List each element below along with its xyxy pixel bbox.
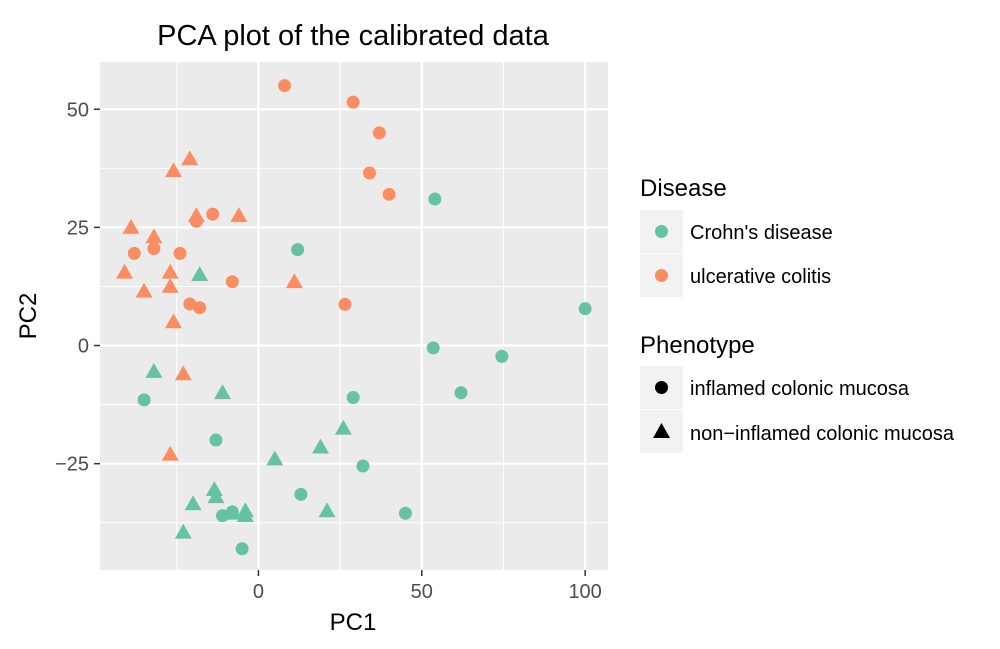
legend-swatch-crohns-disease [655, 225, 668, 238]
data-point-triangle [161, 263, 179, 279]
data-point-circle [346, 391, 360, 405]
data-point-triangle [181, 150, 199, 166]
data-point-circle [426, 341, 440, 355]
data-point-triangle [285, 273, 303, 289]
y-tick-label: 0 [78, 336, 89, 358]
y-tick-label: 25 [67, 217, 89, 239]
data-point-circle [147, 242, 161, 256]
major-gridlines [100, 62, 608, 570]
data-point-triangle [187, 207, 205, 222]
data-point-triangle [174, 365, 192, 381]
data-point-circle [346, 95, 360, 109]
data-point-triangle [334, 419, 352, 435]
data-point-triangle [116, 263, 134, 279]
data-point-circle [495, 349, 509, 363]
data-point-circle [428, 192, 442, 206]
data-point-triangle [161, 277, 179, 293]
legend-title-disease: Disease [640, 175, 727, 202]
plot-panel [100, 62, 608, 570]
legend-item-ulcerative-colitis: ulcerative colitis [640, 254, 831, 297]
legend-label-ulcerative-colitis: ulcerative colitis [690, 266, 831, 288]
data-point-triangle [236, 507, 254, 523]
data-point-circle [363, 166, 377, 180]
data-point-circle [137, 393, 151, 407]
data-point-triangle [214, 384, 232, 400]
data-point-circle [338, 297, 352, 311]
data-point-triangle [223, 504, 241, 520]
data-point-circle [206, 207, 220, 221]
legend-swatch-ulcerative-colitis [655, 269, 668, 282]
data-point-triangle [230, 207, 248, 222]
data-point-circle [398, 506, 412, 520]
x-tick-label: 0 [253, 581, 264, 603]
legend-item-inflamed: inflamed colonic mucosa [640, 366, 910, 409]
data-point-triangle [266, 450, 284, 466]
data-points [116, 79, 592, 556]
data-point-circle [291, 243, 305, 257]
data-point-triangle [318, 502, 336, 518]
x-axis-title: PC1 [330, 609, 377, 636]
chart-title: PCA plot of the calibrated data [157, 20, 550, 52]
data-point-circle [454, 386, 468, 400]
data-point-circle [173, 246, 187, 260]
legend-label-non-inflamed: non−inflamed colonic mucosa [690, 423, 955, 445]
data-point-circle [193, 301, 207, 315]
data-point-triangle [145, 228, 163, 244]
data-point-triangle [174, 523, 192, 539]
data-point-triangle [205, 481, 223, 497]
y-tick-label: 50 [67, 99, 89, 121]
data-point-triangle [161, 445, 179, 461]
legend-label-inflamed: inflamed colonic mucosa [690, 378, 910, 400]
data-point-circle [278, 79, 292, 93]
data-point-circle [578, 302, 592, 316]
data-point-circle [127, 246, 141, 260]
y-tick-label: −25 [55, 454, 89, 476]
legend-label-crohns-disease: Crohn's disease [690, 222, 833, 244]
data-point-triangle [207, 488, 225, 504]
data-point-triangle [165, 162, 183, 178]
x-tick-label: 50 [411, 581, 433, 603]
data-point-triangle [191, 266, 209, 282]
y-axis-title: PC2 [15, 293, 42, 340]
x-axis-ticks: 0 50 100 [253, 570, 602, 603]
data-point-triangle [122, 218, 140, 234]
legend-item-non-inflamed: non−inflamed colonic mucosa [640, 410, 955, 453]
data-point-triangle [145, 363, 163, 378]
data-point-circle [209, 433, 223, 447]
data-point-triangle [135, 282, 153, 298]
minor-gridlines [100, 62, 608, 570]
data-point-circle [294, 487, 308, 501]
data-point-circle [356, 459, 370, 473]
data-point-triangle [165, 313, 183, 329]
data-point-circle [235, 542, 249, 556]
y-axis-ticks: 50 25 0 −25 [55, 99, 100, 476]
data-point-triangle [312, 438, 330, 454]
data-point-circle [382, 187, 396, 201]
data-point-circle [372, 126, 386, 140]
data-point-circle [225, 275, 239, 289]
data-point-circle [183, 297, 197, 311]
legend: Disease Crohn's disease ulcerative colit… [640, 175, 955, 453]
legend-swatch-non-inflamed [653, 423, 670, 438]
legend-swatch-inflamed [655, 381, 668, 394]
legend-title-phenotype: Phenotype [640, 332, 755, 359]
legend-item-crohns-disease: Crohn's disease [640, 210, 833, 253]
data-point-triangle [184, 495, 202, 511]
x-tick-label: 100 [568, 581, 601, 603]
